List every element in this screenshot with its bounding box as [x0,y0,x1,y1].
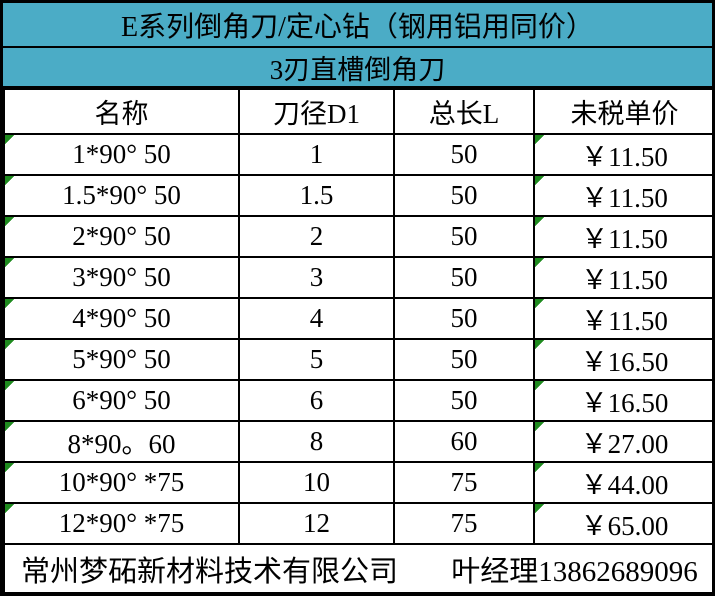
table-row: 1*90° 50 1 50 ￥11.50 [3,133,712,176]
cell-length: 50 [393,338,535,381]
header-row: 名称 刀径D1 总长L 未税单价 [3,88,712,135]
footer-cell: 常州梦砳新材料技术有限公司 叶经理13862689096 [3,543,712,593]
table-row: 4*90° 50 4 50 ￥11.50 [3,297,712,340]
cell-name: 1*90° 50 [3,133,240,176]
cell-length: 60 [393,420,535,463]
cell-length: 50 [393,174,535,217]
cell-price: ￥65.00 [533,502,712,545]
cell-name: 5*90° 50 [3,338,240,381]
cell-diameter: 5 [238,338,395,381]
cell-diameter: 4 [238,297,395,340]
table-row: 5*90° 50 5 50 ￥16.50 [3,338,712,381]
cell-name: 6*90° 50 [3,379,240,422]
cell-name: 10*90° *75 [3,461,240,504]
contact-info: 叶经理13862689096 [451,555,698,588]
cell-price: ￥11.50 [533,174,712,217]
table-body: 1*90° 50 1 50 ￥11.50 1.5*90° 50 1.5 50 ￥11.50 2*… [3,133,712,545]
cell-name: 8*90。60 [3,420,240,463]
price-table: 名称 刀径D1 总长L 未税单价 1*90° 50 1 50 ￥11.50 1.5*90… [3,88,712,593]
table-row: 10*90° *75 10 75 ￥44.00 [3,461,712,504]
cell-price: ￥11.50 [533,215,712,258]
cell-price: ￥16.50 [533,379,712,422]
cell-name: 4*90° 50 [3,297,240,340]
col-header-length: 总长L [393,88,535,135]
cell-diameter: 6 [238,379,395,422]
cell-name: 2*90° 50 [3,215,240,258]
cell-length: 50 [393,133,535,176]
cell-name: 3*90° 50 [3,256,240,299]
cell-length: 50 [393,256,535,299]
cell-length: 50 [393,297,535,340]
cell-length: 50 [393,379,535,422]
col-header-price: 未税单价 [533,88,712,135]
cell-diameter: 1 [238,133,395,176]
cell-price: ￥44.00 [533,461,712,504]
cell-price: ￥11.50 [533,256,712,299]
footer-row: 常州梦砳新材料技术有限公司 叶经理13862689096 [3,543,712,593]
cell-diameter: 3 [238,256,395,299]
cell-diameter: 2 [238,215,395,258]
cell-diameter: 1.5 [238,174,395,217]
table-row: 8*90。60 8 60 ￥27.00 [3,420,712,463]
sheet-title: E系列倒角刀/定心钻（钢用铝用同价） [3,3,712,48]
cell-price: ￥11.50 [533,297,712,340]
cell-length: 50 [393,215,535,258]
table-row: 2*90° 50 2 50 ￥11.50 [3,215,712,258]
cell-name: 12*90° *75 [3,502,240,545]
cell-price: ￥16.50 [533,338,712,381]
table-row: 3*90° 50 3 50 ￥11.50 [3,256,712,299]
cell-diameter: 12 [238,502,395,545]
cell-length: 75 [393,502,535,545]
cell-length: 75 [393,461,535,504]
cell-price: ￥27.00 [533,420,712,463]
cell-name: 1.5*90° 50 [3,174,240,217]
table-row: 1.5*90° 50 1.5 50 ￥11.50 [3,174,712,217]
table-row: 6*90° 50 6 50 ￥16.50 [3,379,712,422]
cell-price: ￥11.50 [533,133,712,176]
col-header-name: 名称 [3,88,240,135]
table-row: 12*90° *75 12 75 ￥65.00 [3,502,712,545]
company-name: 常州梦砳新材料技术有限公司 [21,555,399,588]
cell-diameter: 8 [238,420,395,463]
series-subtitle: 3刃直槽倒角刀 [3,48,712,88]
col-header-diameter: 刀径D1 [238,88,395,135]
cell-diameter: 10 [238,461,395,504]
